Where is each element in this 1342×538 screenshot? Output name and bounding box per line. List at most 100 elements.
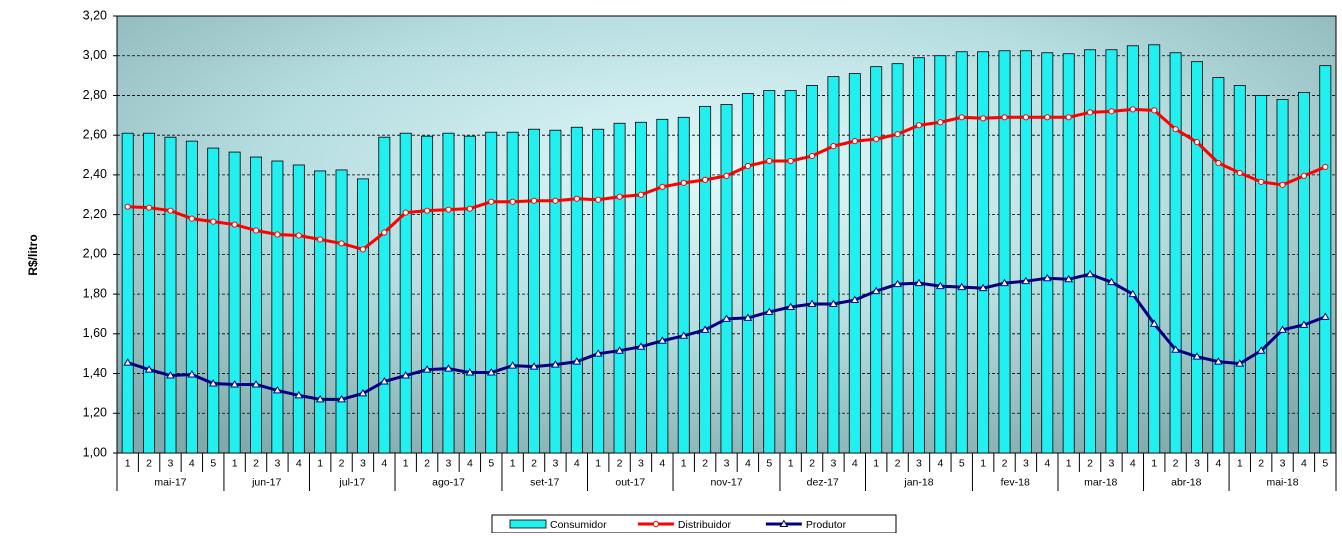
point-marker: [381, 229, 388, 236]
point-marker: [551, 360, 560, 368]
point-marker: [1085, 269, 1095, 278]
x-tick-label: 4: [659, 457, 665, 469]
bar: [784, 90, 797, 454]
legend-label: Consumidor: [550, 519, 607, 531]
x-tick-label: 3: [916, 457, 922, 469]
x-group-label: fev-18: [1001, 476, 1030, 488]
point-marker: [659, 183, 666, 190]
point-marker: [1172, 126, 1179, 133]
bar: [1169, 52, 1182, 454]
y-tick-label: 1,00: [83, 445, 107, 459]
bar: [292, 164, 305, 454]
x-tick-label: 5: [959, 457, 965, 469]
point-marker: [1236, 169, 1243, 177]
point-marker: [573, 195, 580, 202]
point-marker: [680, 179, 687, 186]
bar: [485, 131, 498, 454]
point-marker: [1042, 273, 1052, 282]
point-marker: [315, 394, 325, 403]
point-marker: [779, 519, 789, 527]
x-tick-label: 2: [253, 457, 259, 469]
x-tick-label: 3: [724, 457, 730, 469]
point-marker: [1214, 357, 1223, 365]
bar: [528, 128, 540, 454]
point-marker: [744, 162, 751, 170]
x-tick-label: 3: [1280, 457, 1286, 469]
point-marker: [488, 198, 495, 205]
point-marker: [722, 314, 731, 322]
x-tick-label: 3: [552, 457, 558, 469]
point-marker: [700, 325, 710, 333]
bar: [399, 132, 412, 454]
x-tick-label: 4: [1130, 457, 1136, 469]
point-marker: [743, 313, 753, 321]
point-marker: [422, 365, 432, 373]
bar: [955, 51, 968, 454]
point-marker: [1256, 346, 1266, 354]
point-marker: [787, 157, 794, 165]
point-marker: [1299, 320, 1309, 328]
point-marker: [338, 240, 345, 247]
point-marker: [1171, 345, 1180, 353]
x-tick-label: 5: [766, 457, 772, 469]
x-tick-label: 2: [146, 457, 152, 469]
point-marker: [723, 172, 730, 180]
y-tick-label: 2,00: [83, 247, 107, 261]
x-tick-label: 1: [788, 457, 794, 469]
point-marker: [530, 197, 538, 204]
point-marker: [166, 371, 175, 379]
x-group-label: mai-18: [1266, 476, 1298, 488]
bar: [1319, 65, 1332, 454]
x-tick-label: 4: [1301, 457, 1307, 469]
x-tick-label: 5: [1322, 457, 1328, 469]
y-tick-label: 2,40: [83, 167, 107, 181]
bar: [185, 140, 198, 454]
point-marker: [231, 221, 238, 228]
x-tick-label: 3: [638, 457, 644, 469]
point-marker: [508, 361, 518, 369]
x-tick-label: 3: [1023, 457, 1029, 469]
point-marker: [466, 205, 473, 212]
point-marker: [294, 390, 304, 399]
bar: [870, 66, 883, 454]
point-marker: [1107, 277, 1116, 286]
bar: [1105, 49, 1118, 454]
x-tick-label: 2: [617, 457, 623, 469]
point-marker: [1064, 274, 1074, 283]
x-tick-label: 1: [403, 457, 409, 469]
x-tick-label: 1: [1237, 457, 1243, 469]
point-marker: [572, 357, 582, 365]
bar: [720, 103, 733, 454]
point-marker: [915, 122, 923, 129]
x-tick-label: 1: [1151, 457, 1157, 469]
x-group-label: abr-18: [1171, 476, 1202, 488]
x-tick-label: 4: [852, 457, 858, 469]
x-tick-label: 3: [1194, 457, 1200, 469]
x-tick-label: 3: [168, 457, 174, 469]
bar: [977, 51, 990, 454]
bar: [1233, 85, 1246, 454]
point-marker: [1278, 325, 1287, 333]
bar: [1191, 61, 1203, 454]
x-tick-label: 2: [531, 457, 537, 469]
point-marker: [652, 520, 660, 528]
x-tick-label: 1: [317, 457, 323, 469]
x-group-label: jan-18: [903, 476, 933, 488]
point-marker: [850, 295, 860, 304]
y-tick-label: 1,20: [83, 406, 107, 420]
y-tick-label: 2,20: [83, 207, 107, 221]
bar: [207, 147, 220, 454]
bar: [121, 132, 134, 454]
point-marker: [124, 203, 131, 210]
x-tick-label: 4: [189, 457, 195, 469]
point-marker: [636, 342, 646, 350]
x-tick-label: 3: [1109, 457, 1115, 469]
bar: [463, 135, 476, 454]
point-marker: [1279, 181, 1286, 188]
y-tick-label: 2,80: [83, 88, 107, 102]
point-marker: [679, 331, 689, 339]
point-marker: [1021, 276, 1031, 285]
bar: [677, 116, 690, 454]
point-marker: [273, 385, 282, 394]
